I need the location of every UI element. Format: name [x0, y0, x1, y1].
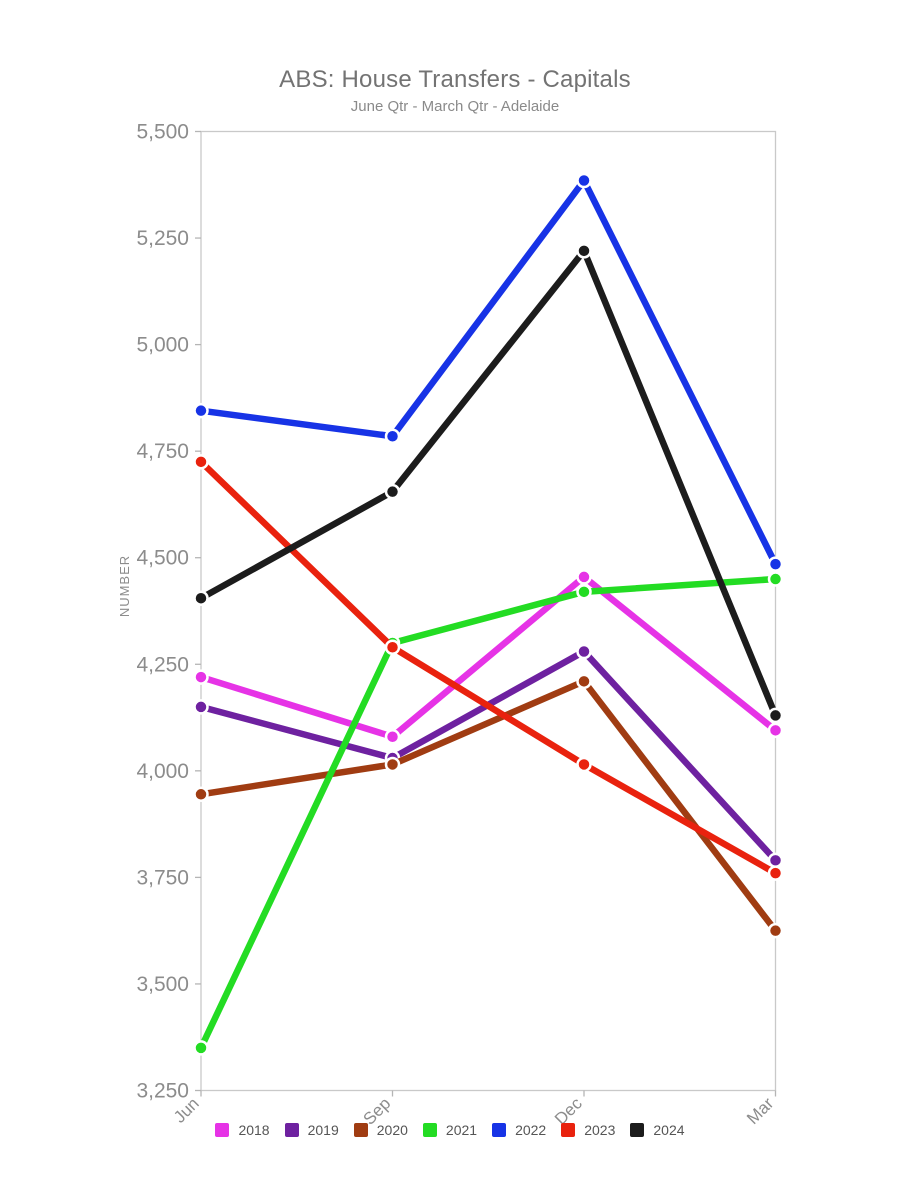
series-point-2021-Dec: [576, 584, 592, 600]
legend-item-2019: 2019: [284, 1122, 339, 1138]
legend-label-2023: 2023: [584, 1122, 616, 1138]
legend-label-2022: 2022: [515, 1122, 547, 1138]
legend-swatch-2019: [284, 1123, 299, 1137]
series-line-2023: [197, 458, 779, 877]
y-axis-tick-label: 4,500: [136, 547, 189, 570]
legend-swatch-2020: [353, 1123, 368, 1137]
series-point-2020-Mar: [767, 922, 784, 939]
y-axis-tick-label: 4,750: [136, 440, 189, 463]
y-axis-tick-label: 5,500: [136, 121, 189, 144]
legend-swatch-2023: [561, 1123, 576, 1137]
series-point-2018-Dec: [576, 569, 592, 585]
legend-item-2023: 2023: [561, 1122, 615, 1138]
chart-legend: 2018 2019 2020 2021 2022 2023 2024: [0, 1122, 900, 1138]
series-point-2021-Mar: [767, 571, 784, 587]
legend-label-2020: 2020: [376, 1122, 408, 1138]
series-point-2024-Jun: [193, 590, 209, 606]
series-point-2019-Dec: [576, 643, 592, 660]
y-axis-tick-label: 3,250: [136, 1080, 189, 1103]
legend-item-2018: 2018: [215, 1122, 270, 1138]
y-axis-tick-label: 3,750: [136, 866, 189, 889]
legend-item-2024: 2024: [630, 1122, 685, 1138]
legend-label-2024: 2024: [653, 1122, 685, 1138]
series-point-2018-Jun: [193, 669, 209, 685]
y-axis-title: NUMBER: [117, 555, 132, 617]
series-point-2023-Mar: [767, 865, 784, 881]
legend-swatch-2022: [492, 1123, 507, 1137]
legend-item-2021: 2021: [422, 1122, 478, 1138]
series-point-2021-Jun: [193, 1040, 209, 1056]
series-point-2022-Sep: [384, 428, 401, 444]
series-line-2021: [197, 575, 779, 1052]
series-line-2020: [197, 678, 779, 934]
series-point-2019-Mar: [767, 852, 784, 869]
chart-subtitle: June Qtr - March Qtr - Adelaide: [350, 98, 560, 115]
series-point-2020-Jun: [193, 786, 209, 803]
y-axis-tick-label: 5,000: [136, 334, 189, 357]
legend-swatch-2024: [630, 1123, 645, 1137]
series-point-2023-Dec: [576, 756, 592, 773]
series-point-2022-Jun: [193, 402, 209, 419]
legend-label-2018: 2018: [238, 1122, 270, 1138]
legend-swatch-2021: [422, 1123, 437, 1137]
series-point-2024-Mar: [767, 707, 784, 724]
series-line-2024: [197, 247, 779, 719]
series-point-2018-Sep: [384, 728, 401, 745]
series-point-2024-Dec: [576, 243, 592, 259]
series-point-2020-Dec: [576, 673, 592, 690]
legend-label-2021: 2021: [445, 1122, 478, 1138]
series-line-2019: [197, 648, 779, 864]
series-point-2019-Jun: [193, 699, 209, 715]
legend-swatch-2018: [215, 1123, 230, 1137]
chart-title: ABS: House Transfers - Capitals: [279, 66, 631, 93]
legend-item-2022: 2022: [492, 1122, 546, 1138]
legend-item-2020: 2020: [353, 1122, 408, 1138]
series-point-2023-Sep: [384, 639, 401, 655]
y-axis-tick-label: 5,250: [136, 227, 189, 250]
series-line-2018: [197, 573, 779, 740]
series-point-2022-Mar: [767, 556, 784, 572]
series-line-2022: [197, 177, 779, 568]
series-point-2023-Jun: [193, 454, 209, 470]
series-point-2020-Sep: [384, 756, 401, 773]
series-point-2018-Mar: [767, 722, 784, 739]
y-axis-tick-label: 3,500: [136, 973, 189, 996]
plot-border: [200, 130, 777, 1092]
y-axis-tick-label: 4,250: [136, 653, 189, 676]
plot-area: 3,250 3,500 3,750 4,000 4,250 4,500 4,750 5,000…: [136, 121, 784, 1129]
series-point-2024-Sep: [384, 483, 401, 500]
series-point-2022-Dec: [576, 172, 592, 189]
y-axis-tick-label: 4,000: [136, 760, 189, 783]
legend-label-2019: 2019: [307, 1122, 339, 1138]
